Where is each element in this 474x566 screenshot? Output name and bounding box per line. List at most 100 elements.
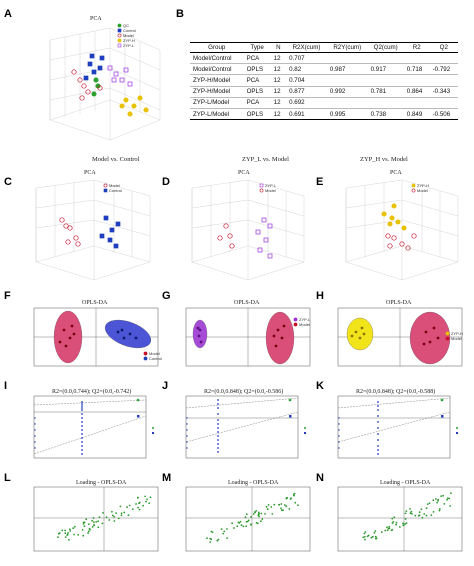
- table-cell: 0.738: [367, 108, 404, 121]
- permutation-point: [217, 451, 219, 453]
- zyph-point: [360, 326, 364, 330]
- loading-point: [409, 508, 411, 510]
- model-point: [385, 233, 391, 239]
- loading-point: [77, 534, 80, 536]
- loading-point: [57, 532, 60, 535]
- loading-point: [82, 534, 85, 537]
- loading-point: [438, 509, 441, 512]
- loading-point: [226, 537, 228, 539]
- loading-point: [72, 527, 75, 530]
- loading-point: [240, 524, 243, 527]
- loading-point: [145, 500, 147, 503]
- loading-point: [278, 503, 281, 506]
- loading-point: [87, 523, 90, 525]
- legend-marker: [304, 427, 306, 429]
- zypl-point: [198, 328, 202, 332]
- model-point: [223, 223, 229, 229]
- table-cell: OPLS: [243, 86, 271, 98]
- loading-point: [95, 521, 98, 523]
- model-point: [81, 83, 87, 89]
- loading-point: [250, 516, 252, 518]
- legend-label: Model: [265, 188, 276, 193]
- loading-point: [375, 537, 378, 540]
- loading-point: [87, 530, 90, 533]
- loading-point: [364, 531, 367, 533]
- loading-point: [85, 518, 88, 521]
- table-cell: 0.877: [286, 86, 327, 98]
- legend-marker: [293, 322, 298, 327]
- plot-title: PCA: [390, 170, 402, 176]
- permutation-point: [81, 429, 83, 431]
- q2-regression-line: [33, 415, 147, 455]
- model-point: [227, 233, 233, 239]
- plot-title: R2=(0.0,0.848); Q2=(0.0,-0.586): [204, 388, 283, 395]
- control-point: [99, 55, 105, 61]
- zyph-point: [391, 203, 397, 209]
- loading-point: [402, 524, 405, 527]
- panel-letter-j: J: [162, 380, 169, 392]
- results-table: Group Type N R2X(cum) R2Y(cum) Q2(cum) R…: [190, 42, 458, 121]
- model-point: [65, 239, 71, 245]
- panel-letter-k: K: [316, 380, 324, 392]
- table-cell: 0.917: [367, 63, 404, 76]
- model-point: [64, 344, 68, 348]
- permutation-point: [81, 407, 83, 409]
- loading-point: [220, 528, 223, 530]
- loading-point: [395, 521, 398, 524]
- loading-point: [432, 511, 435, 513]
- table-cell: [403, 52, 430, 65]
- table-header-cell: R2Y(cum): [326, 42, 368, 53]
- table-cell: 0.849: [403, 108, 430, 121]
- table-cell: 12: [270, 97, 287, 109]
- loading-point: [149, 496, 152, 499]
- loading-point: [252, 513, 255, 515]
- model-point: [67, 225, 73, 231]
- loading-point: [425, 514, 428, 517]
- zyph-point: [119, 103, 125, 109]
- q2-original-point: [289, 415, 292, 418]
- permutation-point: [81, 403, 83, 405]
- permutation-point: [81, 413, 83, 415]
- loading-point: [126, 506, 128, 509]
- table-cell: 0.992: [326, 86, 368, 98]
- q2-regression-line: [337, 411, 451, 443]
- loading-point: [370, 536, 373, 539]
- permutation-point: [377, 445, 379, 447]
- loading-point: [231, 522, 233, 525]
- loading-point: [436, 501, 438, 504]
- permutation-point: [81, 453, 83, 455]
- loading-point: [83, 525, 86, 528]
- legend-label: Model: [417, 188, 428, 193]
- loading-point: [410, 510, 413, 513]
- loading-point: [123, 511, 126, 514]
- zyph-ellipse: [346, 317, 374, 351]
- loading-point: [450, 492, 452, 494]
- qc-point: [93, 77, 99, 83]
- loading-point: [363, 535, 366, 538]
- panel-letter-h: H: [316, 290, 324, 302]
- loading-point: [93, 524, 95, 527]
- panel-letter-m: M: [162, 472, 172, 484]
- loading-point: [384, 529, 387, 532]
- table-cell: ZYP-L/Model: [190, 97, 244, 109]
- loading-point: [392, 520, 395, 523]
- table-cell: OPLS: [243, 63, 271, 76]
- loading-point: [411, 513, 413, 515]
- table-cell: 0.718: [403, 63, 430, 76]
- loading-point: [282, 509, 284, 512]
- table-cell: [429, 97, 458, 109]
- control-point: [91, 69, 97, 75]
- model-point: [405, 245, 411, 251]
- control-point: [128, 332, 132, 336]
- permutation-point: [186, 435, 188, 437]
- zyph-point: [131, 103, 137, 109]
- loading-point: [113, 515, 115, 518]
- loading-point: [264, 513, 266, 515]
- table-cell: 0.707: [286, 52, 327, 65]
- zyph-point: [137, 95, 143, 101]
- legend-marker: [445, 336, 450, 341]
- legend-label: Model: [109, 183, 120, 188]
- zyph-point: [127, 111, 133, 117]
- legend-label: Control: [123, 28, 136, 33]
